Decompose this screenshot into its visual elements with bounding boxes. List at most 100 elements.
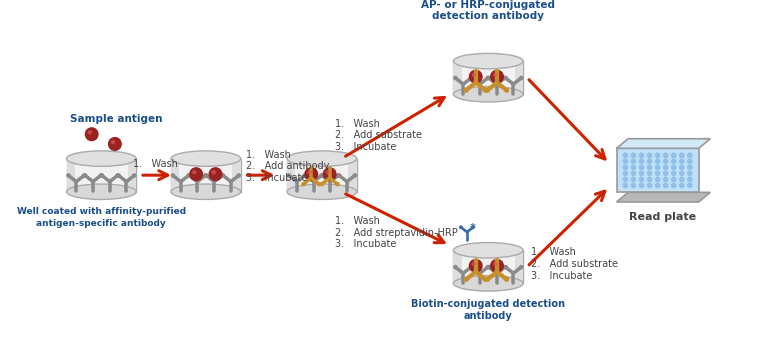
- Circle shape: [116, 174, 119, 177]
- Circle shape: [472, 226, 475, 228]
- Circle shape: [303, 174, 307, 177]
- Circle shape: [631, 159, 636, 164]
- Ellipse shape: [171, 151, 240, 166]
- Circle shape: [304, 174, 307, 177]
- Bar: [128, 159, 136, 192]
- Circle shape: [111, 141, 114, 144]
- Circle shape: [671, 183, 676, 188]
- Circle shape: [520, 76, 523, 80]
- Circle shape: [631, 171, 636, 176]
- Circle shape: [193, 171, 196, 174]
- Circle shape: [336, 183, 339, 186]
- Circle shape: [671, 171, 676, 176]
- Circle shape: [664, 153, 668, 158]
- Circle shape: [171, 174, 174, 177]
- Ellipse shape: [454, 242, 523, 258]
- Ellipse shape: [454, 53, 523, 69]
- Circle shape: [220, 174, 223, 177]
- Circle shape: [505, 88, 509, 92]
- Circle shape: [321, 183, 324, 186]
- Circle shape: [491, 70, 503, 83]
- Circle shape: [305, 168, 317, 181]
- Bar: [66, 159, 75, 192]
- Circle shape: [656, 153, 660, 158]
- Ellipse shape: [454, 276, 523, 291]
- Polygon shape: [616, 192, 710, 202]
- Bar: [454, 250, 523, 284]
- Circle shape: [631, 183, 636, 188]
- Circle shape: [353, 174, 356, 177]
- Circle shape: [472, 262, 475, 266]
- Circle shape: [688, 153, 692, 158]
- Circle shape: [454, 266, 457, 269]
- Bar: [454, 250, 462, 284]
- Circle shape: [656, 183, 660, 188]
- Text: 1.   Wash
2.   Add antibody
3.   Incubate: 1. Wash 2. Add antibody 3. Incubate: [247, 150, 330, 183]
- Circle shape: [464, 278, 468, 281]
- Text: Biotin-conjugated detection
antibody: Biotin-conjugated detection antibody: [412, 299, 566, 320]
- Text: 1.   Wash
2.   Add substrate
3.   Incubate: 1. Wash 2. Add substrate 3. Incubate: [531, 247, 618, 280]
- Bar: [454, 61, 462, 94]
- Circle shape: [680, 159, 684, 164]
- Circle shape: [680, 177, 684, 182]
- Circle shape: [100, 174, 103, 177]
- Circle shape: [204, 174, 207, 177]
- Circle shape: [623, 159, 628, 164]
- Circle shape: [320, 174, 323, 177]
- Text: *: *: [470, 223, 476, 233]
- Text: Sample antigen: Sample antigen: [70, 114, 163, 125]
- Circle shape: [623, 165, 628, 170]
- Circle shape: [688, 171, 692, 176]
- Circle shape: [469, 70, 482, 83]
- Circle shape: [83, 174, 86, 177]
- Circle shape: [671, 159, 676, 164]
- Circle shape: [483, 278, 487, 281]
- Circle shape: [338, 174, 341, 177]
- Circle shape: [640, 171, 643, 176]
- Circle shape: [187, 174, 190, 177]
- Circle shape: [212, 171, 216, 174]
- Circle shape: [664, 183, 668, 188]
- Ellipse shape: [287, 151, 357, 166]
- Circle shape: [647, 165, 652, 170]
- Text: Read plate: Read plate: [629, 212, 696, 222]
- Circle shape: [680, 183, 684, 188]
- Circle shape: [205, 174, 208, 177]
- Circle shape: [623, 177, 628, 182]
- Polygon shape: [616, 148, 699, 192]
- Bar: [66, 159, 136, 192]
- Circle shape: [491, 259, 503, 272]
- Circle shape: [640, 183, 643, 188]
- Circle shape: [321, 174, 324, 177]
- Circle shape: [664, 171, 668, 176]
- Circle shape: [188, 174, 191, 177]
- Circle shape: [486, 266, 489, 269]
- Circle shape: [82, 174, 86, 177]
- Circle shape: [631, 153, 636, 158]
- Circle shape: [680, 171, 684, 176]
- Circle shape: [503, 76, 506, 80]
- Circle shape: [664, 159, 668, 164]
- Circle shape: [503, 266, 506, 269]
- Circle shape: [656, 159, 660, 164]
- Circle shape: [504, 266, 507, 269]
- Circle shape: [100, 174, 103, 177]
- Circle shape: [656, 171, 660, 176]
- Circle shape: [460, 226, 462, 228]
- Text: Well coated with affinity-purified
antigen-specific antibody: Well coated with affinity-purified antig…: [17, 207, 186, 228]
- Ellipse shape: [454, 86, 523, 102]
- Circle shape: [640, 165, 643, 170]
- Circle shape: [688, 159, 692, 164]
- Circle shape: [623, 153, 628, 158]
- Circle shape: [493, 73, 496, 76]
- Polygon shape: [616, 139, 710, 148]
- Circle shape: [688, 183, 692, 188]
- Circle shape: [671, 165, 676, 170]
- Circle shape: [505, 278, 509, 281]
- Circle shape: [671, 177, 676, 182]
- Circle shape: [287, 174, 290, 177]
- Circle shape: [86, 128, 98, 141]
- Circle shape: [471, 76, 474, 80]
- Circle shape: [631, 165, 636, 170]
- Circle shape: [109, 138, 121, 150]
